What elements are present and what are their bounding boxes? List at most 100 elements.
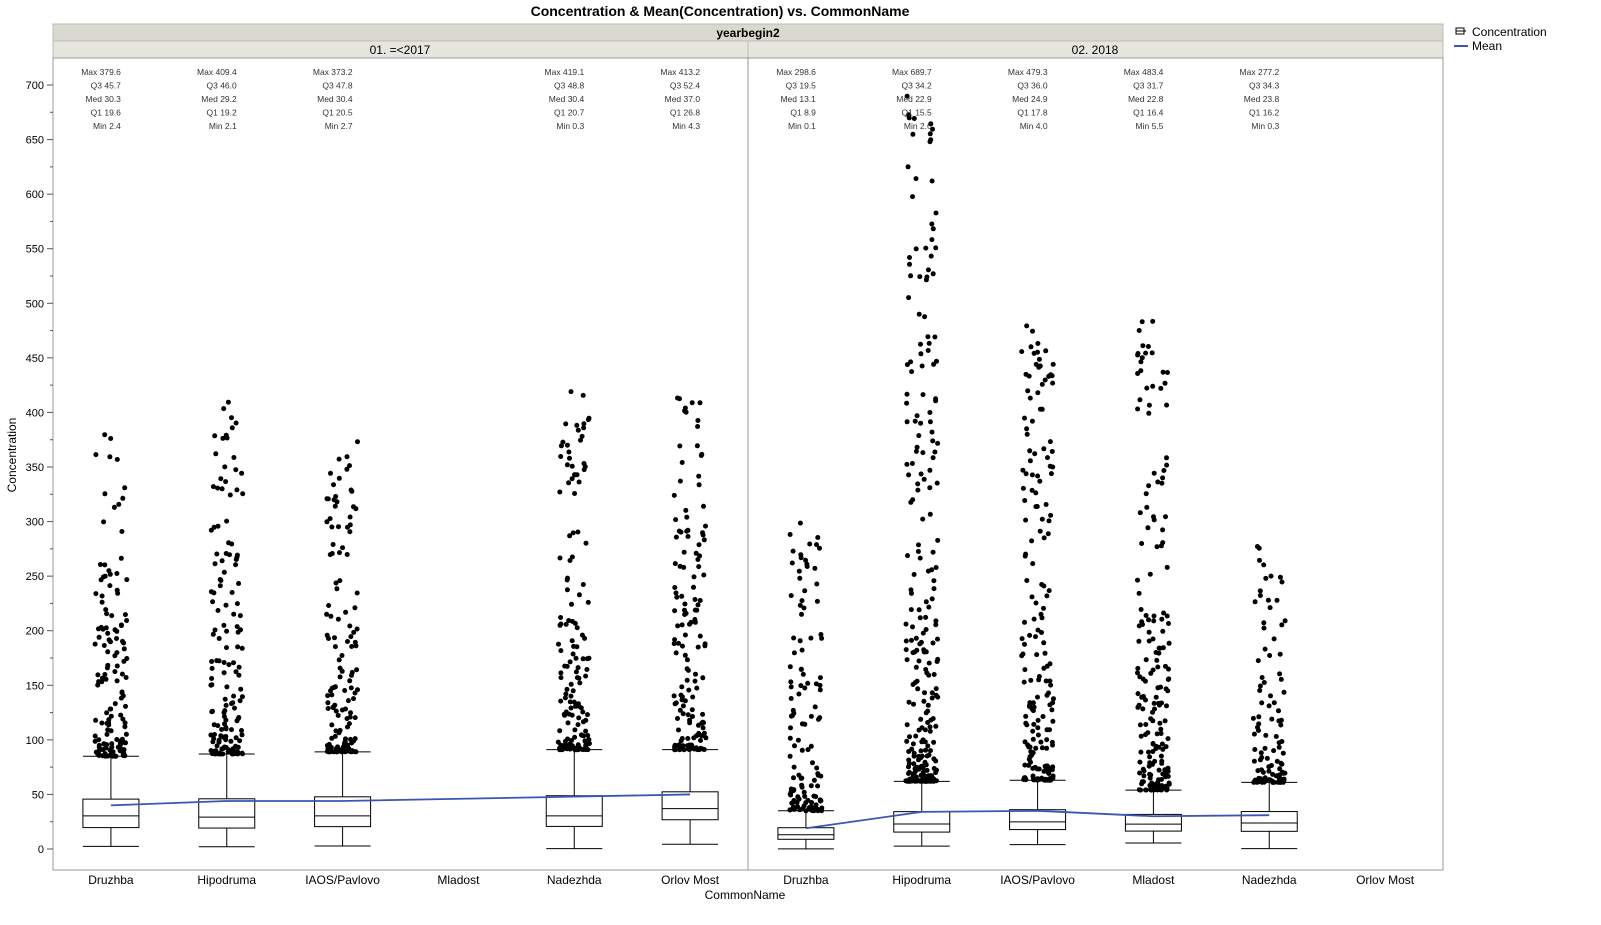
data-point: [788, 679, 794, 685]
data-point: [1135, 577, 1140, 583]
data-point: [682, 652, 688, 658]
data-point: [347, 463, 352, 469]
data-point: [1146, 402, 1152, 408]
data-point: [1041, 605, 1046, 611]
data-point: [908, 273, 914, 279]
data-point: [567, 699, 573, 705]
quantile-label: Q3 34.3: [1249, 81, 1280, 91]
data-point: [1024, 431, 1030, 437]
data-point: [1138, 359, 1144, 365]
y-tick-label: 600: [26, 189, 44, 201]
data-point: [1145, 344, 1151, 349]
data-point: [213, 451, 219, 457]
data-point: [347, 529, 353, 535]
data-point: [1035, 694, 1040, 700]
data-point: [913, 246, 919, 252]
data-point: [791, 798, 797, 803]
data-point: [217, 583, 223, 589]
quantile-label: Q1 17.8: [1017, 108, 1048, 118]
x-tick-label: Hipodruma: [197, 873, 256, 887]
data-point: [103, 625, 109, 631]
data-point: [103, 607, 109, 613]
data-point: [114, 571, 120, 576]
quantile-label: Max 298.6: [776, 67, 816, 77]
data-point: [917, 615, 923, 621]
data-point: [1050, 718, 1056, 724]
data-point: [229, 415, 234, 421]
data-point: [234, 487, 240, 493]
data-point: [673, 700, 679, 706]
data-point: [1050, 773, 1056, 779]
data-point: [1049, 449, 1055, 454]
data-point: [682, 408, 688, 414]
data-point: [1140, 706, 1146, 712]
data-point: [1159, 760, 1165, 766]
data-point: [812, 704, 818, 710]
data-point: [904, 391, 910, 397]
quantile-label: Max 689.7: [892, 67, 932, 77]
data-point: [224, 628, 230, 634]
data-point: [1035, 717, 1041, 723]
data-point: [1274, 597, 1280, 603]
data-point: [342, 688, 348, 693]
data-point: [576, 715, 582, 721]
data-point: [122, 485, 128, 491]
data-point: [1136, 328, 1142, 333]
data-point: [221, 670, 227, 676]
data-point: [123, 731, 129, 737]
data-point: [909, 778, 915, 783]
data-point: [933, 622, 939, 628]
data-point: [929, 221, 935, 227]
data-point: [227, 492, 233, 498]
data-point: [691, 735, 697, 741]
data-point: [1135, 351, 1141, 356]
data-point: [1261, 680, 1267, 685]
iqr-box: [1240, 811, 1298, 832]
data-point: [577, 680, 583, 686]
data-point: [906, 749, 912, 754]
data-point: [920, 450, 926, 456]
data-point: [336, 456, 342, 462]
data-point: [1028, 344, 1034, 350]
data-point: [347, 678, 353, 684]
data-point: [1045, 531, 1051, 537]
data-point: [1047, 661, 1053, 667]
quantile-label: Q1 15.5: [902, 108, 933, 118]
data-point: [1146, 629, 1152, 635]
data-point: [1164, 613, 1170, 619]
data-point: [1263, 732, 1269, 738]
data-point: [584, 667, 590, 672]
data-point: [801, 605, 807, 611]
quantile-label: Min 2.1: [209, 121, 237, 131]
data-point: [1041, 640, 1047, 646]
data-point: [583, 728, 589, 734]
data-point: [1031, 350, 1037, 356]
data-point: [685, 712, 691, 718]
y-tick-label: 350: [26, 462, 44, 474]
data-point: [558, 670, 564, 676]
data-point: [120, 716, 126, 722]
data-point: [933, 618, 939, 624]
data-point: [930, 716, 936, 722]
legend: Concentration Mean: [1454, 25, 1547, 53]
data-point: [918, 351, 924, 357]
data-point: [114, 587, 120, 593]
data-point: [1020, 485, 1026, 491]
data-point: [1158, 385, 1164, 391]
data-point: [567, 533, 573, 539]
data-point: [348, 736, 353, 742]
data-point: [1159, 700, 1165, 706]
data-point: [924, 774, 929, 780]
data-point: [239, 645, 245, 651]
data-point: [1041, 446, 1047, 452]
data-point: [1028, 759, 1033, 765]
data-point: [1049, 707, 1055, 713]
data-point: [1160, 628, 1166, 634]
data-point: [934, 480, 940, 486]
data-point: [1141, 773, 1147, 779]
data-point: [918, 341, 923, 347]
quantile-label: Q1 16.2: [1249, 108, 1280, 118]
data-point: [700, 725, 706, 731]
data-point: [121, 747, 127, 753]
data-point: [928, 121, 934, 127]
